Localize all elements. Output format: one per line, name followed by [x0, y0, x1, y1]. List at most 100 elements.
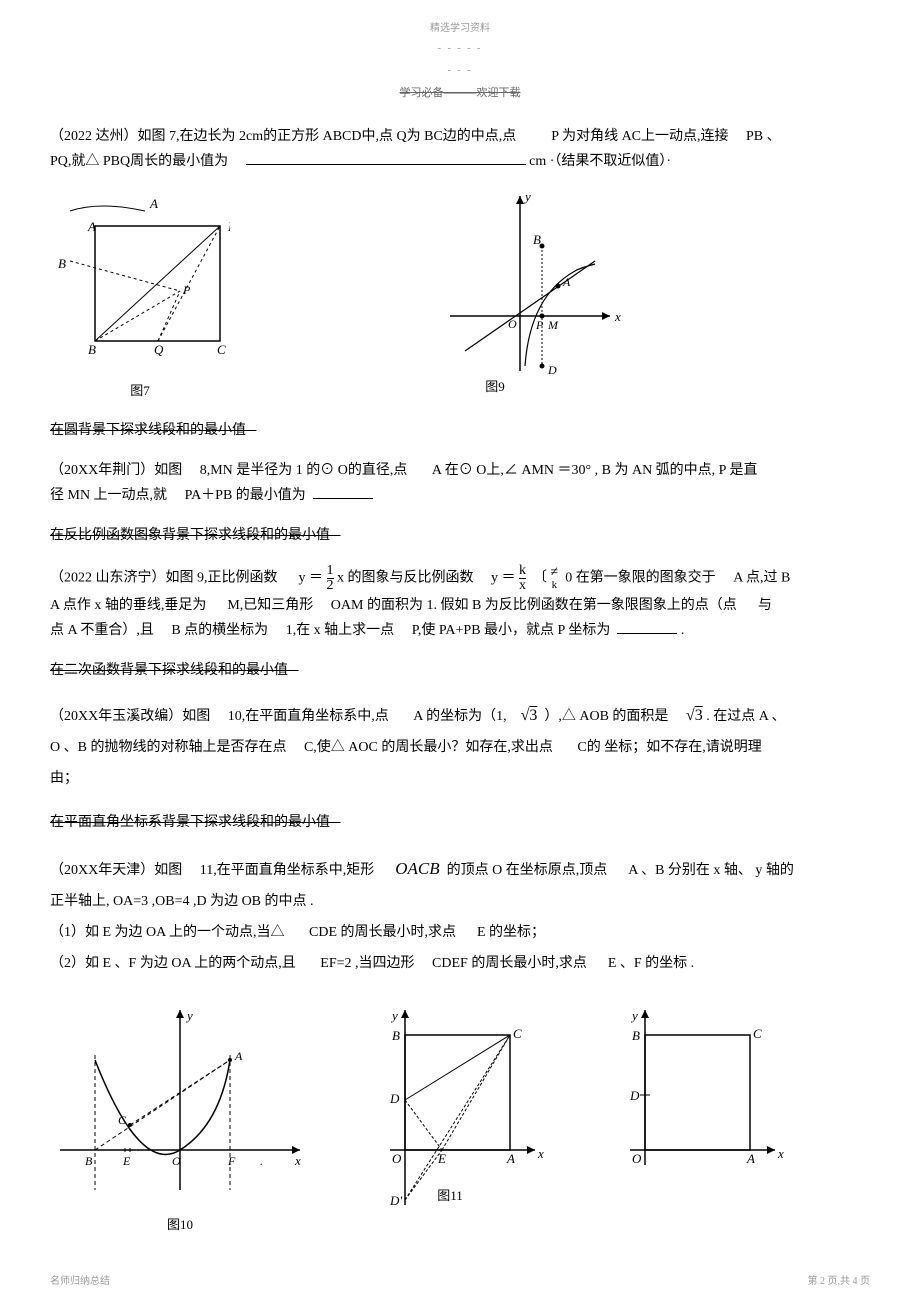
p3-t8: A 点,过 B	[733, 570, 790, 585]
p4-t5: . 在过点 A 、	[706, 709, 785, 724]
fig11b-y-label: y	[630, 1008, 638, 1023]
problem3: （2022 山东济宁）如图 9,正比例函数 y ＝ 1 2 x 的图象与反比例函…	[50, 564, 870, 643]
p3-t14: B 点的横坐标为	[171, 623, 268, 638]
footer-left: 名师归纳总结	[50, 1273, 110, 1291]
p4-t7: C,使△ AOC 的周长最小？如存在,求出点	[304, 740, 553, 755]
p2-t4: 径 MN 上一动点,就	[50, 488, 167, 503]
problem5: （20XX年天津）如图 11,在平面直角坐标系中,矩形 OACB 的顶点 O 在…	[50, 850, 870, 980]
fig10-x-label: x	[294, 1153, 301, 1168]
problem2: （20XX年荆门）如图 8,MN 是半径为 1 的⊙ O的直径,点 A 在⊙ O…	[50, 458, 870, 508]
fig9-y-label: y	[523, 189, 531, 204]
p1-t2: P 为对角线 AC上一动点,连接	[551, 129, 728, 144]
p3-t9: A 点作 x 轴的垂线,垂足为	[50, 598, 206, 613]
oacb: OACB	[395, 859, 439, 878]
p5-t8: E 的坐标；	[477, 925, 545, 940]
header-dash2: - - -	[50, 62, 870, 80]
sqrt1: √3	[521, 707, 538, 724]
fig10-B-label: B	[85, 1154, 93, 1168]
figure9: y x B A P M O D 图9	[430, 186, 630, 399]
p2-t1: （20XX年荆门）如图	[50, 463, 182, 478]
fig7-Q-label: Q	[154, 342, 164, 357]
fig10-C-label: C	[118, 1113, 127, 1127]
header-dash1: - - - - -	[50, 40, 870, 58]
p5-t6: （1）如 E 为边 OA 上的一个动点,当△	[50, 925, 285, 940]
section3: 在反比例函数图象背景下探求线段和的最小值	[50, 523, 870, 548]
frac1-num: 1	[327, 564, 334, 579]
frac2-den: x	[519, 579, 526, 593]
section2: 在圆背景下探求线段和的最小值	[50, 418, 870, 443]
p5-t2: 11,在平面直角坐标系中,矩形	[200, 863, 374, 878]
fig11a-x-label: x	[537, 1146, 544, 1161]
footer: 名师归纳总结 第 2 页,共 4 页	[50, 1273, 870, 1291]
fig11a-B-label: B	[392, 1028, 400, 1043]
fig11a-D2-label: D'	[389, 1193, 402, 1208]
p4-t8: C的 坐标；如不存在,请说明理	[577, 740, 761, 755]
footer-right: 第 2 页,共 4 页	[808, 1273, 871, 1291]
header-line: 学习必备———欢迎下载	[50, 84, 870, 104]
p5-t4: A 、B 分别在 x 轴、 y 轴的	[628, 863, 794, 878]
p3-t15: 1,在 x 轴上求一点	[286, 623, 395, 638]
fig10-E-label: E	[122, 1154, 131, 1168]
p1-t4: PQ,就△ PBQ周长的最小值为	[50, 154, 228, 169]
fig11a-D-label: D	[389, 1091, 400, 1106]
p3-neq: ≠	[551, 566, 559, 580]
figure11a: y x B C D D' O E A 图11	[350, 1000, 550, 1208]
fig7-A2-label: A	[149, 196, 158, 211]
fig7-P-label: P	[182, 283, 191, 297]
fig7-label: 图7	[50, 379, 230, 402]
p2-t2: 8,MN 是半径为 1 的⊙ O的直径,点	[200, 463, 408, 478]
p4-t6: O 、B 的抛物线的对称轴上是否存在点	[50, 740, 286, 755]
p5-t7: CDE 的周长最小时,求点	[309, 925, 456, 940]
p3-t3: x 的图象与反比例函数	[337, 570, 474, 585]
p4-t9: 由；	[50, 771, 78, 786]
p2-t3: A 在⊙ O上,∠ AMN ＝30° , B 为 AN 弧的中点, P 是直	[432, 463, 758, 478]
fig10-O-label: O	[172, 1154, 181, 1168]
p3-t5: 〔	[533, 570, 547, 585]
fig11a-E-label: E	[437, 1151, 446, 1166]
fig10-label: 图10	[50, 1213, 310, 1236]
svg-text:.: .	[260, 1154, 263, 1168]
p4-t3: A 的坐标为（1,	[413, 709, 506, 724]
p3-t17: .	[681, 623, 685, 638]
p5-t9: （2）如 E 、F 为边 OA 上的两个动点,且	[50, 956, 296, 971]
fig10-A-label: A	[234, 1049, 243, 1063]
fig11b-D-label: D	[629, 1088, 640, 1103]
fig10-y-label: y	[185, 1008, 193, 1023]
p1-t3: PB 、	[746, 129, 781, 144]
problem4: （20XX年玉溪改编）如图 10,在平面直角坐标系中,点 A 的坐标为（1, √…	[50, 698, 870, 795]
fig11b-O-label: O	[632, 1151, 642, 1166]
fig9-x-label: x	[614, 309, 621, 324]
fig11a-y-label: y	[390, 1008, 398, 1023]
p4-t1: （20XX年玉溪改编）如图	[50, 709, 210, 724]
p1-t1: （2022 达州）如图 7,在边长为 2cm的正方形 ABCD中,点 Q为 BC…	[50, 129, 516, 144]
p3-t11: OAM 的面积为 1. 假如 B 为反比例函数在第一象限图象上的点（点	[331, 598, 737, 613]
p2-t5: PA＋PB 的最小值为	[185, 488, 306, 503]
fig10-F-label: F	[227, 1154, 236, 1168]
frac1-den: 2	[327, 579, 334, 593]
problem1: （2022 达州）如图 7,在边长为 2cm的正方形 ABCD中,点 Q为 BC…	[50, 124, 870, 174]
section4: 在二次函数背景下探求线段和的最小值	[50, 658, 870, 683]
figure10: y x A B C O E F . 图10	[50, 1000, 310, 1237]
blank2	[617, 619, 677, 634]
fig9-D-label: D	[547, 363, 557, 377]
fig7-B2-label: B	[58, 256, 66, 271]
fig11b-x-label: x	[777, 1146, 784, 1161]
p3-t16: P,使 PA+PB 最小，就点 P 坐标为	[412, 623, 611, 638]
blank1	[313, 484, 373, 499]
p3-t13: 点 A 不重合）,且	[50, 623, 154, 638]
p3-t7: 0 在第一象限的图象交于	[565, 570, 716, 585]
p5-t12: E 、F 的坐标 .	[608, 956, 694, 971]
fig7-D-label: D	[227, 219, 230, 234]
fig7-C-label: C	[217, 342, 226, 357]
fig9-B-label: B	[533, 232, 541, 247]
p3-t1: （2022 山东济宁）如图 9,正比例函数	[50, 570, 278, 585]
fig9-M-label: M	[547, 318, 559, 332]
p3-t10: M,已知三角形	[227, 598, 313, 613]
figure7: A A D B P B Q C 图7	[50, 186, 230, 403]
sqrt2: √3	[686, 707, 703, 724]
fig11b-B-label: B	[632, 1028, 640, 1043]
fig11a-A-label: A	[506, 1151, 515, 1166]
p3-t2: y ＝	[299, 570, 324, 585]
fig7-B-label: B	[88, 342, 96, 357]
p3-t12: 与	[758, 598, 772, 613]
